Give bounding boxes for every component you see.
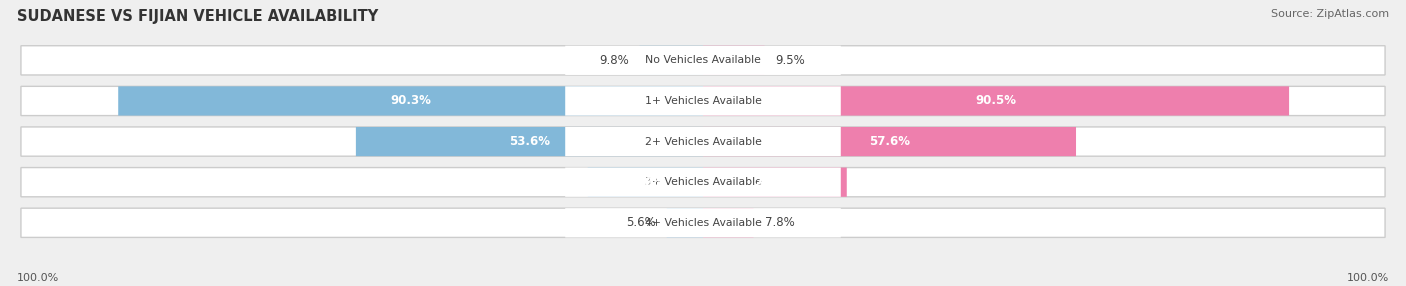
Text: 1+ Vehicles Available: 1+ Vehicles Available [644,96,762,106]
Text: 5.6%: 5.6% [626,216,655,229]
FancyBboxPatch shape [21,208,1385,237]
Text: 2+ Vehicles Available: 2+ Vehicles Available [644,137,762,146]
Text: 90.3%: 90.3% [391,94,432,108]
FancyBboxPatch shape [565,46,841,75]
FancyBboxPatch shape [21,46,1385,75]
FancyBboxPatch shape [565,86,841,116]
Text: Source: ZipAtlas.com: Source: ZipAtlas.com [1271,9,1389,19]
FancyBboxPatch shape [21,127,1385,156]
FancyBboxPatch shape [640,46,703,75]
FancyBboxPatch shape [21,86,1385,116]
FancyBboxPatch shape [588,168,703,197]
Text: No Vehicles Available: No Vehicles Available [645,55,761,65]
FancyBboxPatch shape [703,127,1076,156]
Text: 57.6%: 57.6% [869,135,910,148]
FancyBboxPatch shape [666,208,703,237]
FancyBboxPatch shape [118,86,703,116]
Text: 17.8%: 17.8% [624,176,666,189]
Text: 4+ Vehicles Available: 4+ Vehicles Available [644,218,762,228]
FancyBboxPatch shape [703,168,846,197]
FancyBboxPatch shape [703,86,1289,116]
Text: SUDANESE VS FIJIAN VEHICLE AVAILABILITY: SUDANESE VS FIJIAN VEHICLE AVAILABILITY [17,9,378,23]
Text: 22.2%: 22.2% [755,176,796,189]
Text: 9.8%: 9.8% [599,54,628,67]
Text: 100.0%: 100.0% [17,273,59,283]
FancyBboxPatch shape [565,168,841,197]
FancyBboxPatch shape [565,208,841,237]
Text: 7.8%: 7.8% [765,216,794,229]
Text: 53.6%: 53.6% [509,135,550,148]
FancyBboxPatch shape [21,168,1385,197]
FancyBboxPatch shape [703,46,765,75]
Text: 100.0%: 100.0% [1347,273,1389,283]
Text: 90.5%: 90.5% [976,94,1017,108]
Text: 3+ Vehicles Available: 3+ Vehicles Available [644,177,762,187]
FancyBboxPatch shape [356,127,703,156]
FancyBboxPatch shape [565,127,841,156]
Text: 9.5%: 9.5% [776,54,806,67]
FancyBboxPatch shape [703,208,754,237]
